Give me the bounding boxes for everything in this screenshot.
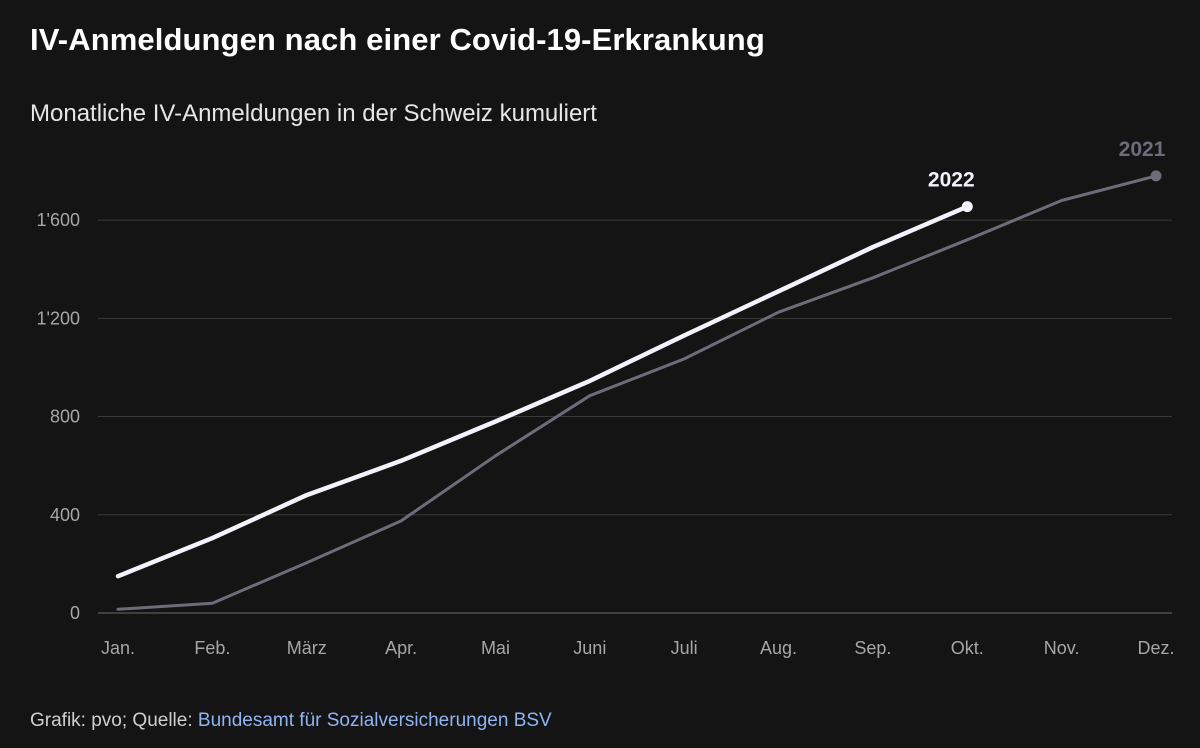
x-tick-label: Juni: [573, 638, 606, 658]
y-axis-ticks: 0 400 800 1'200 1'600: [37, 210, 80, 623]
x-tick-label: Jan.: [101, 638, 135, 658]
x-tick-label: Mai: [481, 638, 510, 658]
series-labels: 2021 2022: [928, 138, 1166, 192]
chart-subtitle: Monatliche IV-Anmeldungen in der Schweiz…: [30, 100, 597, 127]
x-tick-label: Nov.: [1044, 638, 1080, 658]
y-tick-label: 1'600: [37, 210, 80, 230]
source-link[interactable]: Bundesamt für Sozialversicherungen BSV: [197, 710, 552, 731]
series-line-2021: [116, 174, 1158, 611]
x-tick-label: Dez.: [1137, 638, 1174, 658]
series-lines: [115, 170, 1162, 611]
y-tick-label: 400: [50, 505, 80, 525]
x-tick-label: Apr.: [385, 638, 417, 658]
x-tick-label: Juli: [671, 638, 698, 658]
x-tick-label: Sep.: [854, 638, 891, 658]
series-endpoint-2022: [961, 201, 973, 213]
y-tick-label: 800: [50, 407, 80, 427]
series-endpoint-2021: [1150, 170, 1162, 182]
line-chart: 0 400 800 1'200 1'600 Jan. Feb. März Apr. Mai Jun…: [37, 138, 1175, 658]
y-tick-label: 0: [70, 603, 80, 623]
series-label-2022: 2022: [928, 169, 975, 192]
x-axis-ticks: Jan. Feb. März Apr. Mai Juni Juli Aug. Sep. Okt. N…: [101, 638, 1175, 658]
series-line-2022: [115, 204, 970, 579]
footer-prefix: Grafik: pvo; Quelle:: [30, 710, 198, 731]
footer-credit: Grafik: pvo; Quelle: Bundesamt für Sozia…: [30, 710, 552, 732]
gridlines: [98, 219, 1172, 614]
series-label-2021: 2021: [1119, 138, 1166, 161]
x-tick-label: Aug.: [760, 638, 797, 658]
chart-title: IV-Anmeldungen nach einer Covid-19-Erkra…: [30, 22, 765, 57]
x-tick-label: März: [287, 638, 327, 658]
x-tick-label: Okt.: [951, 638, 984, 658]
x-tick-label: Feb.: [194, 638, 230, 658]
y-tick-label: 1'200: [37, 308, 80, 328]
